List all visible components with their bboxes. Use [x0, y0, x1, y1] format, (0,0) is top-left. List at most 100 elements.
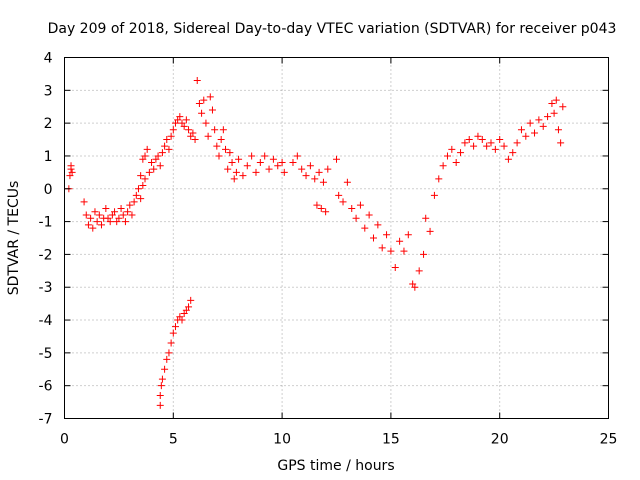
x-tick-label: 25 [600, 432, 618, 448]
data-point [128, 211, 136, 219]
x-tick-label: 10 [273, 432, 291, 448]
data-point [252, 168, 260, 176]
data-point [189, 129, 197, 137]
data-point [448, 145, 456, 153]
data-point [124, 208, 132, 216]
x-tick-label: 5 [169, 432, 178, 448]
data-point [311, 175, 319, 183]
data-point [483, 142, 491, 150]
data-point [280, 168, 288, 176]
data-point [141, 175, 149, 183]
data-point [365, 211, 373, 219]
data-point [361, 224, 369, 232]
y-tick-label: -6 [39, 379, 53, 395]
data-point [219, 126, 227, 134]
data-point [487, 139, 495, 147]
data-point [141, 152, 149, 160]
data-point [89, 224, 97, 232]
data-point [217, 136, 225, 144]
data-point [335, 191, 343, 199]
data-point [513, 139, 521, 147]
data-point [526, 119, 534, 127]
data-point [143, 145, 151, 153]
data-point [157, 382, 165, 390]
data-point [198, 109, 206, 117]
data-point [544, 113, 552, 121]
data-point [87, 214, 95, 222]
data-point [315, 168, 323, 176]
x-axis-label: GPS time / hours [277, 458, 394, 474]
data-point [509, 149, 517, 157]
data-point [470, 142, 478, 150]
data-point [317, 204, 325, 212]
data-point [491, 145, 499, 153]
data-point [95, 211, 103, 219]
data-point [68, 168, 76, 176]
y-tick-label: 2 [44, 116, 53, 132]
data-point [156, 401, 164, 409]
data-point [80, 198, 88, 206]
x-tick-labels: 0 5 10 15 20 25 [60, 432, 617, 448]
data-point [404, 231, 412, 239]
y-tick-labels: -7 -6 -5 -4 -3 -2 -1 0 1 2 3 4 [39, 51, 53, 428]
data-point [167, 132, 175, 140]
data-point [167, 339, 175, 347]
data-point [171, 323, 179, 331]
data-point [169, 329, 177, 337]
data-point [443, 152, 451, 160]
data-point [130, 198, 138, 206]
data-point [383, 231, 391, 239]
y-tick-label: 3 [44, 83, 53, 99]
data-point [302, 172, 310, 180]
data-point [400, 247, 408, 255]
data-point [420, 250, 428, 258]
data-point [165, 145, 173, 153]
data-point [535, 116, 543, 124]
y-tick-label: -7 [39, 412, 53, 428]
data-point [261, 152, 269, 160]
y-tick-label: -1 [39, 215, 53, 231]
y-tick-label: -5 [39, 346, 53, 362]
data-point [378, 244, 386, 252]
plot-frame [64, 57, 609, 419]
data-point [387, 247, 395, 255]
data-point [430, 191, 438, 199]
data-point [165, 349, 173, 357]
data-point [504, 155, 512, 163]
data-point [187, 296, 195, 304]
data-point [313, 201, 321, 209]
data-point [117, 204, 125, 212]
data-point [348, 204, 356, 212]
data-point [531, 129, 539, 137]
data-point [158, 375, 166, 383]
data-point [106, 218, 114, 226]
data-point [156, 162, 164, 170]
data-point [239, 172, 247, 180]
axis-ticks [64, 57, 609, 419]
data-point [500, 142, 508, 150]
data-point [426, 227, 434, 235]
data-point [150, 165, 158, 173]
data-point [496, 136, 504, 144]
x-tick-label: 20 [491, 432, 509, 448]
data-point [215, 152, 223, 160]
data-point [161, 142, 169, 150]
data-point [182, 116, 190, 124]
data-point [293, 152, 301, 160]
data-point [396, 237, 404, 245]
y-tick-label: 4 [44, 51, 53, 67]
data-point [132, 191, 140, 199]
data-point [137, 172, 145, 180]
data-point [158, 149, 166, 157]
y-tick-label: -3 [39, 280, 53, 296]
data-point [457, 149, 465, 157]
data-point [176, 113, 184, 121]
data-point [224, 165, 232, 173]
data-point [298, 165, 306, 173]
data-point [391, 264, 399, 272]
data-point [374, 221, 382, 229]
data-point [169, 126, 177, 134]
data-point [369, 234, 377, 242]
data-point [474, 132, 482, 140]
data-point [137, 195, 145, 203]
